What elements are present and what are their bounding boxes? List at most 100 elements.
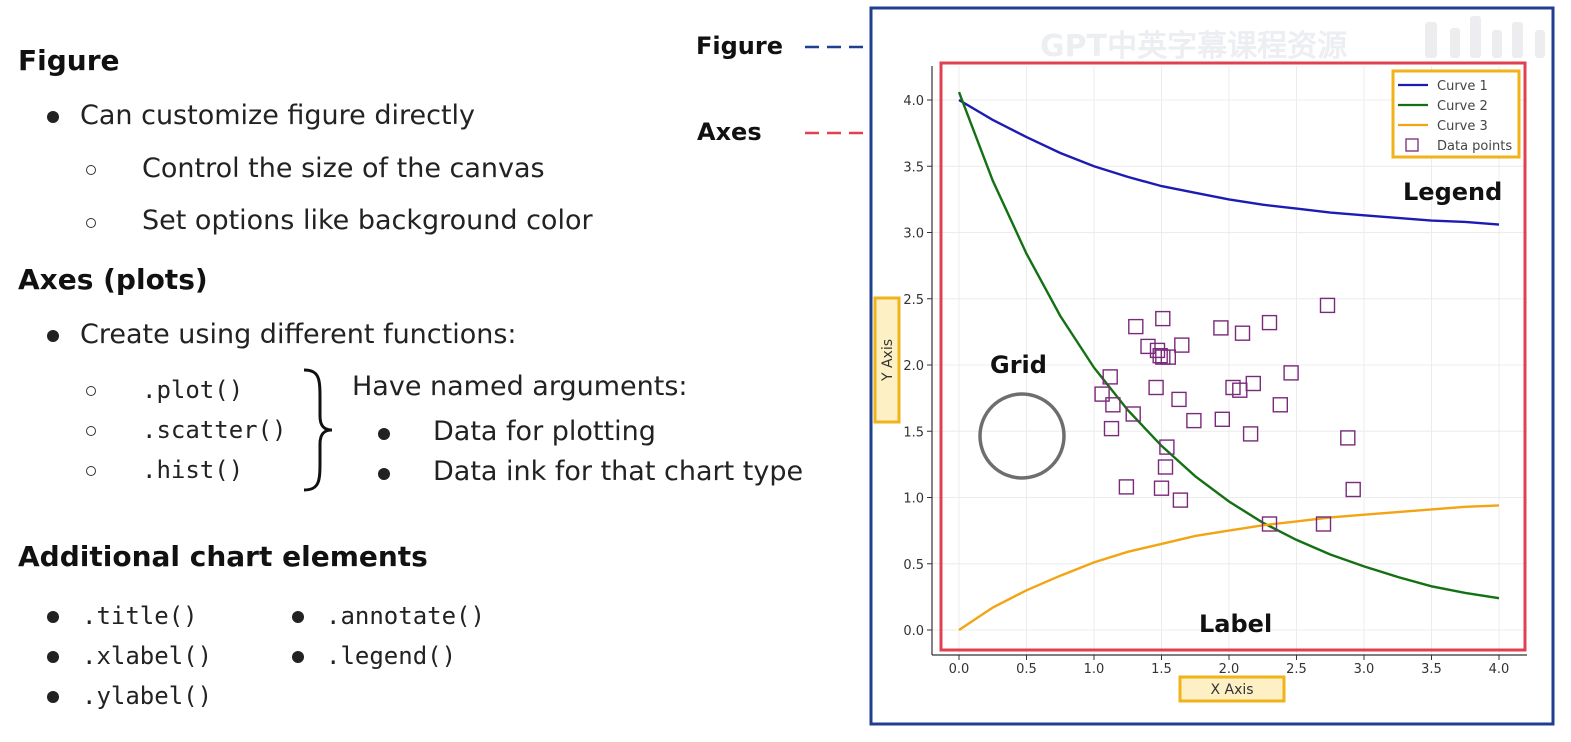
bullet-dot bbox=[47, 691, 59, 703]
data-point bbox=[1186, 412, 1202, 429]
sub-bullet-circle bbox=[86, 386, 96, 396]
data-point bbox=[1159, 439, 1175, 455]
data-point bbox=[1153, 480, 1170, 496]
y-tick-label: 3.5 bbox=[903, 160, 924, 175]
data-point bbox=[1157, 459, 1174, 475]
data-point bbox=[1213, 320, 1229, 336]
additional-heading: Additional chart elements bbox=[18, 540, 428, 573]
sub-bullet-circle bbox=[86, 466, 96, 476]
grid-lines bbox=[932, 66, 1527, 655]
data-point bbox=[1148, 379, 1164, 396]
figure-sub-2: Set options like background color bbox=[142, 205, 593, 236]
data-point bbox=[1283, 365, 1299, 381]
x-tick-label: 0.5 bbox=[1016, 662, 1037, 677]
bullet-dot bbox=[292, 611, 304, 623]
legend-label: Data points bbox=[1437, 139, 1512, 154]
named-arg-2: Data ink for that chart type bbox=[433, 456, 804, 487]
label-callout-label: Label bbox=[1199, 610, 1272, 638]
x-tick-label: 0.0 bbox=[949, 662, 970, 677]
series-line-curve-1 bbox=[958, 98, 1500, 226]
data-point bbox=[1319, 297, 1336, 314]
y-tick-label: 0.0 bbox=[903, 624, 924, 639]
x-tick-label: 3.5 bbox=[1421, 662, 1442, 677]
named-arg-1: Data for plotting bbox=[433, 416, 656, 447]
grid-callout-label: Grid bbox=[990, 351, 1047, 379]
bullet-dot bbox=[47, 651, 59, 663]
data-point bbox=[1102, 369, 1118, 385]
elem-annotate: .annotate() bbox=[326, 602, 485, 630]
data-point bbox=[1155, 310, 1171, 327]
y-axis-label: Y Axis bbox=[880, 339, 896, 382]
y-tick-label: 2.5 bbox=[903, 293, 924, 308]
curly-brace-icon bbox=[303, 368, 333, 492]
figure-callout-line bbox=[805, 45, 873, 49]
figure-bullet: Can customize figure directly bbox=[80, 100, 476, 131]
bullet-dot bbox=[47, 611, 59, 623]
data-point bbox=[1214, 411, 1231, 427]
x-tick-label: 1.0 bbox=[1084, 662, 1105, 677]
figure-sub-1: Control the size of the canvas bbox=[142, 153, 545, 184]
bullet-dot bbox=[378, 428, 390, 440]
legend-label: Curve 1 bbox=[1437, 79, 1488, 94]
figure-callout-label: Figure bbox=[696, 32, 783, 60]
data-point bbox=[1125, 406, 1141, 422]
data-point bbox=[1261, 314, 1278, 331]
data-point bbox=[1315, 516, 1332, 532]
legend-label: Curve 2 bbox=[1437, 99, 1488, 114]
sub-bullet-circle bbox=[86, 165, 96, 175]
axes-bullet: Create using different functions: bbox=[80, 319, 517, 350]
named-args-heading: Have named arguments: bbox=[352, 371, 688, 402]
watermark-text: GPT中英字幕课程资源 bbox=[1040, 29, 1347, 64]
sub-bullet-circle bbox=[86, 426, 96, 436]
legend: Curve 1 Curve 2 Curve 3 Data points bbox=[1391, 69, 1521, 159]
axes-border bbox=[939, 61, 1527, 652]
data-point bbox=[1160, 349, 1177, 365]
data-point bbox=[1234, 325, 1251, 341]
axes-heading: Axes (plots) bbox=[18, 263, 208, 296]
y-tick-label: 2.0 bbox=[903, 359, 924, 374]
sub-bullet-circle bbox=[86, 218, 96, 228]
bullet-dot bbox=[47, 330, 59, 342]
data-point bbox=[1174, 337, 1190, 353]
x-tick-label: 1.5 bbox=[1151, 662, 1172, 677]
data-point bbox=[1340, 430, 1356, 446]
elem-ylabel: .ylabel() bbox=[82, 682, 213, 710]
data-point bbox=[1152, 348, 1168, 364]
data-point bbox=[1094, 386, 1110, 402]
y-tick-label: 1.0 bbox=[903, 492, 924, 507]
legend-callout-label: Legend bbox=[1403, 178, 1502, 206]
bullet-dot bbox=[47, 111, 59, 123]
data-point bbox=[1105, 397, 1121, 413]
x-label-box bbox=[1178, 675, 1286, 703]
func-plot: .plot() bbox=[142, 376, 244, 404]
data-point bbox=[1140, 338, 1156, 355]
figure-heading: Figure bbox=[18, 44, 120, 77]
data-point bbox=[1242, 426, 1259, 442]
x-axis-label: X Axis bbox=[1210, 682, 1253, 698]
x-tick-label: 2.0 bbox=[1219, 662, 1240, 677]
data-point bbox=[1118, 479, 1135, 495]
data-point bbox=[1128, 318, 1144, 335]
y-tick-label: 0.5 bbox=[903, 558, 924, 573]
y-tick-label: 4.0 bbox=[903, 94, 924, 109]
legend-swatch bbox=[1405, 138, 1419, 152]
data-point bbox=[1261, 516, 1278, 532]
axis-ticks: 0.0 0.5 1.0 1.5 2.0 2.5 3.0 3.5 4.0 0.0 0.5 1.0 1.5 2… bbox=[903, 94, 1509, 677]
data-point bbox=[1245, 375, 1262, 392]
x-tick-label: 3.0 bbox=[1354, 662, 1375, 677]
data-point bbox=[1103, 420, 1120, 437]
bullet-dot bbox=[378, 468, 390, 480]
data-point bbox=[1171, 391, 1187, 408]
series-line-curve-3 bbox=[958, 504, 1500, 631]
legend-label: Curve 3 bbox=[1437, 119, 1488, 134]
data-point bbox=[1272, 397, 1289, 413]
data-point bbox=[1345, 481, 1361, 498]
grid-highlight-circle bbox=[978, 392, 1066, 480]
series-layer bbox=[957, 91, 1500, 631]
elem-title: .title() bbox=[82, 602, 198, 630]
data-point bbox=[1172, 492, 1189, 508]
axes-callout-label: Axes bbox=[697, 118, 762, 146]
watermark-logo bbox=[1425, 16, 1545, 58]
func-scatter: .scatter() bbox=[142, 416, 287, 444]
